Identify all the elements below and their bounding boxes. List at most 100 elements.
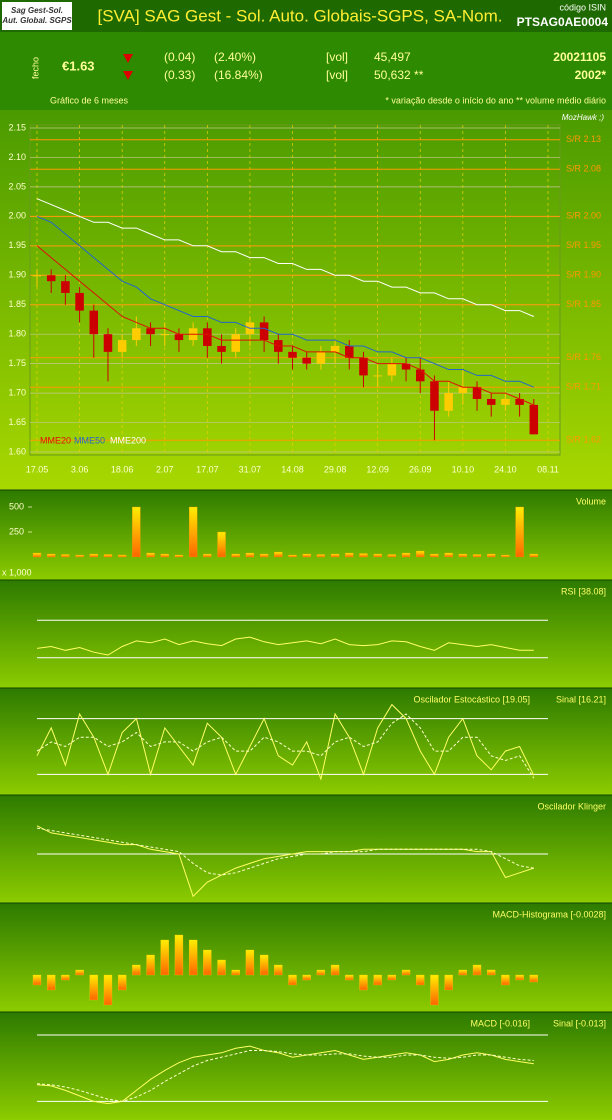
series-line xyxy=(36,198,534,317)
bar xyxy=(61,974,70,981)
y-tick-label: 1.80 xyxy=(8,329,26,339)
main-panel xyxy=(0,110,612,490)
y-tick-label: 1.70 xyxy=(8,387,26,397)
legend-entry: MME200 xyxy=(110,435,146,445)
bar xyxy=(174,554,184,558)
bar xyxy=(174,934,184,976)
bar xyxy=(302,974,311,981)
y-tick-label: 1.65 xyxy=(8,417,26,427)
bar xyxy=(444,552,453,558)
y-tick-label: 2.15 xyxy=(8,122,26,132)
x-tick-label: 3.06 xyxy=(71,464,89,474)
info-band xyxy=(0,32,612,110)
y-tick-label: 2.05 xyxy=(8,181,26,191)
sr-label: S/R 1.90 xyxy=(566,270,601,280)
candle-body xyxy=(387,363,397,376)
y-tick-label: 500 xyxy=(9,501,24,511)
change-pct: (2.40%) xyxy=(214,50,256,64)
bar xyxy=(118,974,127,991)
bar xyxy=(47,553,56,558)
candle-body xyxy=(117,340,127,352)
sr-label: S/R 1.76 xyxy=(566,352,601,362)
title-band xyxy=(0,0,612,32)
x-tick-label: 08.11 xyxy=(537,464,559,474)
y-tick-label: 250 xyxy=(9,526,24,536)
candle-body xyxy=(132,328,141,341)
panel-title: Oscilador Klinger xyxy=(537,801,606,811)
bar xyxy=(118,554,127,558)
date: 20021105 xyxy=(553,50,606,64)
candle-body xyxy=(32,275,42,277)
bar xyxy=(160,939,169,976)
bar xyxy=(75,969,84,976)
legend-entry: Oscilador Estocástico [19.05] xyxy=(413,694,530,704)
x-tick-label: 17.05 xyxy=(26,464,49,474)
bar xyxy=(32,974,42,986)
vol-label: [vol] xyxy=(326,50,348,64)
candle-body xyxy=(146,328,155,335)
bar xyxy=(61,554,70,558)
y-tick-label: 2.00 xyxy=(8,211,26,221)
fecho-label: fecho xyxy=(30,57,40,79)
panel xyxy=(0,490,612,580)
bar xyxy=(501,974,510,986)
volume: 50,632 ** xyxy=(374,68,424,82)
candle-body xyxy=(89,310,99,335)
legend-entry: MME50 xyxy=(74,435,105,445)
y-tick-label: 1.90 xyxy=(8,270,26,280)
sr-label: S/R 2.13 xyxy=(566,134,601,144)
bar xyxy=(288,974,297,986)
y-tick-label: 1.95 xyxy=(8,240,26,250)
candle-body xyxy=(515,398,524,405)
candle-body xyxy=(203,328,212,346)
bar xyxy=(146,954,155,976)
signature: MozHawk ;) xyxy=(562,113,605,122)
x-tick-label: 26.09 xyxy=(409,464,432,474)
bar xyxy=(259,553,269,558)
bar xyxy=(32,552,42,558)
down-arrow xyxy=(123,71,133,80)
panel xyxy=(0,795,612,903)
sr-label: S/R 2.08 xyxy=(566,164,601,174)
candle-body xyxy=(501,398,510,405)
candle-body xyxy=(458,387,468,394)
volume: 45,497 xyxy=(374,50,411,64)
panel-title: RSI [38.08] xyxy=(561,586,606,596)
candle-body xyxy=(75,292,84,311)
legend-entry: MACD [-0.016] xyxy=(470,1018,530,1028)
candle-body xyxy=(444,393,453,411)
panel-title: Volume xyxy=(576,496,606,506)
candle-body xyxy=(160,334,170,336)
bar xyxy=(401,552,411,558)
sr-label: S/R 1.71 xyxy=(566,382,601,392)
bar xyxy=(330,964,340,976)
isin: PTSAG0AE0004 xyxy=(517,15,609,29)
bar xyxy=(359,553,368,558)
x-tick-label: 12.09 xyxy=(366,464,389,474)
bar xyxy=(487,553,496,558)
bar xyxy=(75,554,84,558)
candle-body xyxy=(217,345,226,352)
logo-box xyxy=(2,2,72,30)
bar xyxy=(387,974,397,981)
bar xyxy=(529,553,538,558)
series-line xyxy=(36,215,534,388)
candle-body xyxy=(103,334,113,352)
down-arrow xyxy=(123,54,133,63)
bar xyxy=(458,969,467,976)
candle-body xyxy=(486,398,496,405)
candle-body xyxy=(259,322,269,341)
legend-entry: MME20 xyxy=(40,435,71,445)
bar xyxy=(515,506,524,558)
x-tick-label: 31.07 xyxy=(239,464,262,474)
candle-body xyxy=(174,334,184,341)
change: (0.04) xyxy=(164,50,195,64)
bar xyxy=(345,974,354,981)
y-unit: x 1,000 xyxy=(2,567,32,577)
chart-label: Gráfico de 6 meses xyxy=(50,95,129,105)
bar xyxy=(316,554,326,558)
series-line xyxy=(36,713,535,779)
panel xyxy=(0,1012,612,1120)
bar xyxy=(89,553,98,558)
series-line xyxy=(36,1045,534,1105)
